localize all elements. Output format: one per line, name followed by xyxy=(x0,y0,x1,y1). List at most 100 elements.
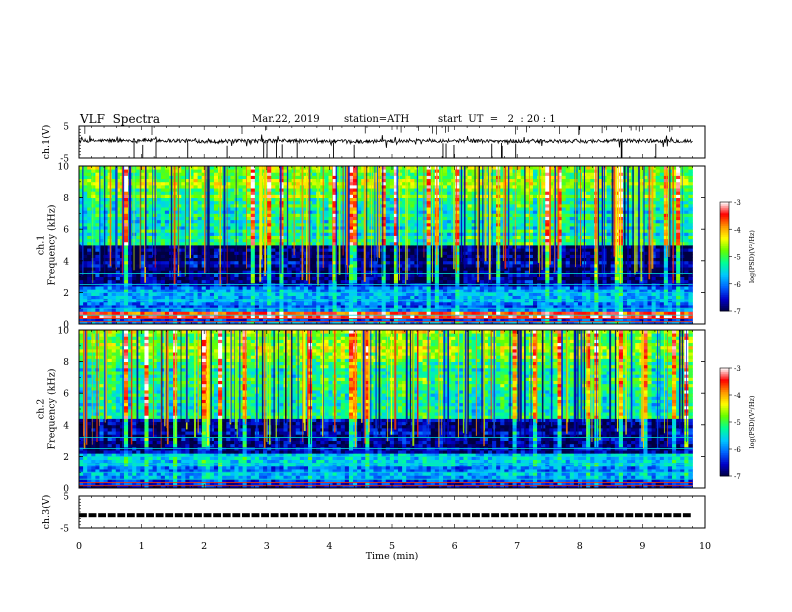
colorbar-segment xyxy=(720,398,729,401)
colorbar-segment xyxy=(720,300,729,303)
ch3-pulse xyxy=(443,513,452,518)
colorbar-segment xyxy=(720,272,729,276)
ch3-pulse xyxy=(529,513,538,518)
x-tick-label: 3 xyxy=(264,541,270,552)
colorbar-segment xyxy=(720,393,729,396)
y-tick-label: 6 xyxy=(63,226,69,236)
colorbar-segment xyxy=(720,472,729,475)
colorbar-segment xyxy=(720,440,729,443)
x-tick-label: 6 xyxy=(452,541,458,552)
colorbar-segment xyxy=(720,389,729,392)
colorbar-segment xyxy=(720,212,729,216)
colorbar-tick-label: -3 xyxy=(734,199,741,207)
colorbar-segment xyxy=(720,309,729,312)
station-label: station=ATH xyxy=(344,114,410,125)
y-axis-label: ch.1(V) xyxy=(41,125,52,160)
figure-title: VLF Spectra xyxy=(80,112,161,126)
colorbar-segment xyxy=(720,413,729,416)
y-tick-label: 8 xyxy=(63,358,69,368)
ch3-pulse xyxy=(452,513,461,518)
ch3-pulse xyxy=(663,513,672,518)
y-tick-label: 0 xyxy=(63,321,69,331)
y-tick-label: -5 xyxy=(60,525,69,535)
colorbar-segment xyxy=(720,429,729,432)
x-tick-label: 7 xyxy=(514,541,520,552)
ch3-pulse xyxy=(241,513,250,518)
ch3-pulse xyxy=(539,513,547,518)
colorbar-segment xyxy=(720,241,729,245)
colorbar-segment xyxy=(720,292,729,296)
ch3-pulse xyxy=(194,513,202,518)
ch3-pulse xyxy=(136,513,145,518)
ch3-pulse xyxy=(500,513,509,518)
colorbar-segment xyxy=(720,368,729,371)
colorbar-segment xyxy=(720,454,729,457)
ch3-pulse xyxy=(174,513,183,518)
ch3-pulse xyxy=(126,513,135,518)
colorbar-segment xyxy=(720,291,729,294)
colorbar-segment xyxy=(720,276,729,279)
colorbar-segment xyxy=(720,402,729,405)
colorbar-segment xyxy=(720,202,729,205)
ch3-pulse xyxy=(261,513,269,518)
colorbar-segment xyxy=(720,407,729,410)
ch3-pulse xyxy=(606,513,615,518)
colorbar-segment xyxy=(720,211,729,214)
ch3-pulse xyxy=(615,513,624,518)
ch3-pulse xyxy=(491,513,500,518)
x-tick-label: 5 xyxy=(389,541,395,552)
ch3-pulse xyxy=(577,513,586,518)
colorbar-segment xyxy=(720,445,729,448)
colorbar-segment xyxy=(720,205,729,208)
colorbar-segment xyxy=(720,283,729,286)
colorbar-segment xyxy=(720,409,729,412)
colorbar-segment xyxy=(720,427,729,430)
y-tick-label: 8 xyxy=(63,194,69,204)
colorbar-segment xyxy=(720,281,729,285)
colorbar-segment xyxy=(720,378,729,381)
ch3-pulse xyxy=(395,513,404,518)
ch3-pulse xyxy=(424,513,432,518)
colorbar-segment xyxy=(720,289,729,292)
colorbar-segment xyxy=(720,251,729,254)
colorbar-segment xyxy=(720,265,729,268)
colorbar-segment xyxy=(720,458,729,461)
x-tick-label: 9 xyxy=(639,541,645,552)
colorbar-tick-label: -3 xyxy=(734,365,741,373)
y-tick-label: 4 xyxy=(63,257,69,267)
ch3-pulse xyxy=(299,513,308,518)
colorbar-segment xyxy=(720,305,729,308)
colorbar-segment xyxy=(720,425,729,428)
y-tick-label: 5 xyxy=(63,123,69,133)
ch3-pulse xyxy=(222,513,231,518)
ch3-pulse xyxy=(88,513,97,518)
colorbar-segment xyxy=(720,218,729,221)
ch3-pulse xyxy=(587,513,595,518)
colorbar-segment xyxy=(720,375,729,378)
ch3-pulse xyxy=(251,513,260,518)
x-tick-label: 2 xyxy=(201,541,207,552)
colorbar-segment xyxy=(720,422,729,425)
colorbar-segment xyxy=(720,256,729,259)
colorbar-segment xyxy=(720,386,729,389)
colorbar-segment xyxy=(720,263,729,266)
colorbar-segment xyxy=(720,247,729,250)
colorbar-segment xyxy=(720,461,729,464)
date-label: Mar.22, 2019 xyxy=(252,114,320,125)
colorbar-segment xyxy=(720,285,729,288)
ch3-voltage-panel: 5 -5 ch.3(V) xyxy=(41,493,706,535)
ch3-pulse xyxy=(107,513,116,518)
colorbar-segment xyxy=(720,382,729,385)
colorbar-segment xyxy=(720,269,729,272)
ch2-spectrogram-panel: 0 2 4 6 8 10 ch.2Frequency (kHz) xyxy=(36,327,706,495)
colorbar-segment xyxy=(720,456,729,459)
y-tick-label: 10 xyxy=(58,327,70,337)
y-tick-label: 0 xyxy=(63,485,69,495)
colorbar-1: -3 -4 -5 -6 -7 log(PSD)(V²/Hz) xyxy=(719,199,756,316)
ch3-pulse xyxy=(289,513,298,518)
ch1-spectrogram-panel: 0 2 4 6 8 10 ch.1Frequency (kHz) xyxy=(36,163,706,331)
ch3-pulse xyxy=(385,513,394,518)
y-tick-label: 5 xyxy=(63,493,69,503)
colorbar-segment xyxy=(720,450,729,453)
